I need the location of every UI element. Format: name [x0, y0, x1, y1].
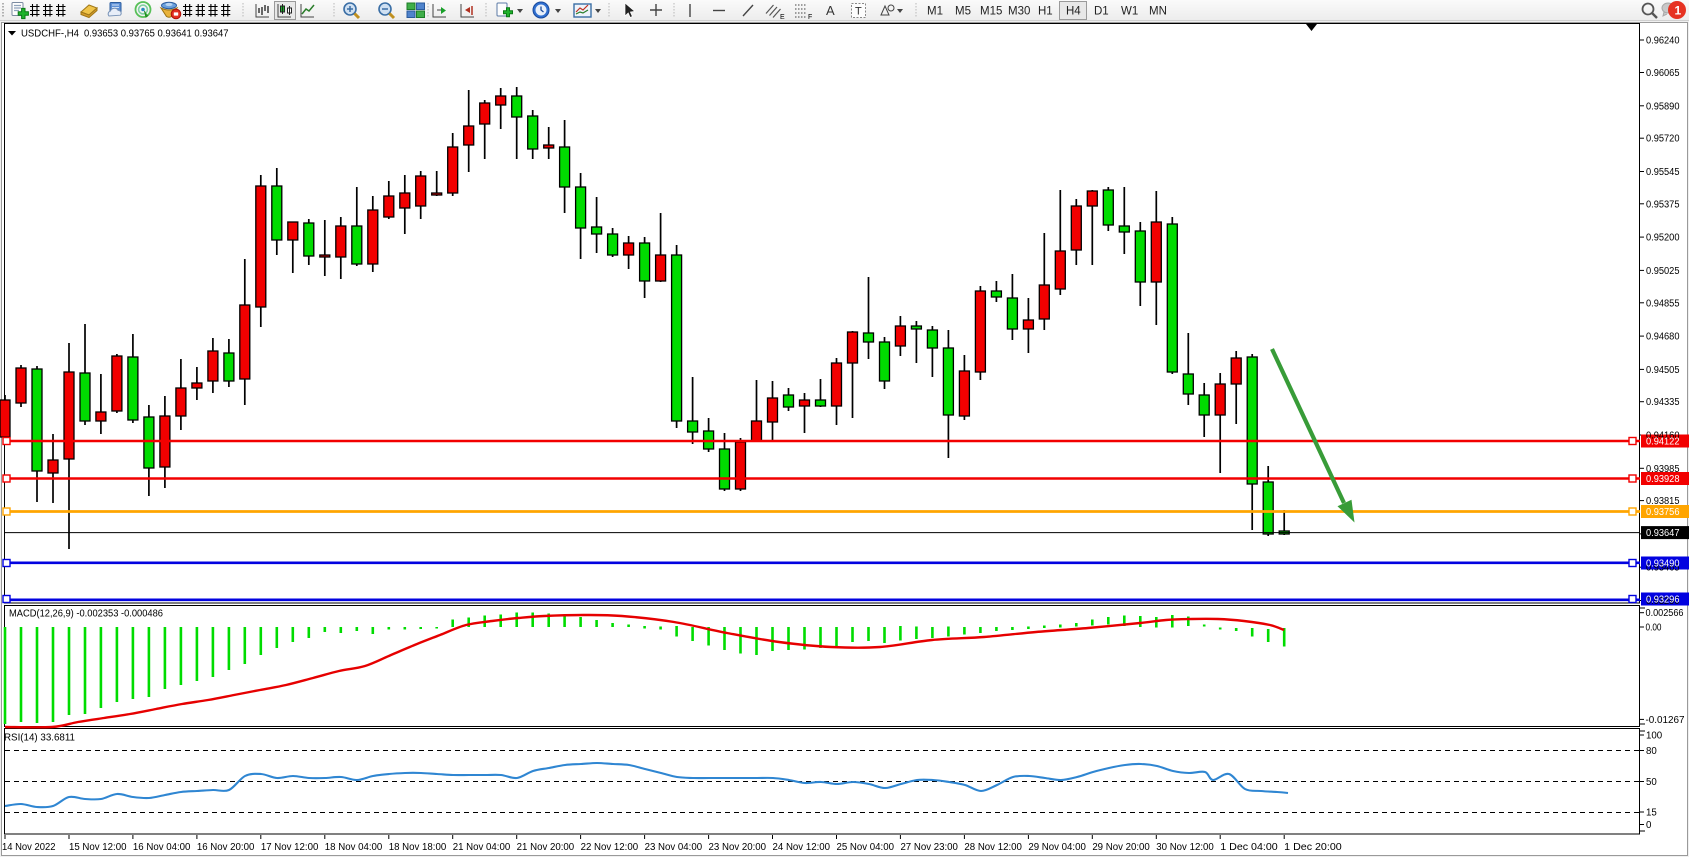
svg-text:0.96240: 0.96240	[1646, 36, 1680, 47]
svg-text:29 Nov 04:00: 29 Nov 04:00	[1028, 842, 1086, 853]
svg-text:0.95200: 0.95200	[1646, 233, 1680, 244]
svg-text:1 Dec 20:00: 1 Dec 20:00	[1284, 842, 1342, 853]
svg-text:H1: H1	[1038, 6, 1053, 18]
svg-text:MN: MN	[1149, 6, 1167, 18]
svg-text:15 Nov 12:00: 15 Nov 12:00	[69, 842, 127, 853]
svg-text:1: 1	[1675, 4, 1682, 18]
svg-text:0.93985: 0.93985	[1646, 464, 1680, 475]
svg-text:0.94160: 0.94160	[1646, 431, 1680, 442]
svg-text:18 Nov 04:00: 18 Nov 04:00	[325, 842, 383, 853]
svg-text:-0.01267: -0.01267	[1646, 715, 1685, 726]
svg-text:0.93465: 0.93465	[1646, 563, 1680, 574]
svg-text:0.002566: 0.002566	[1646, 608, 1684, 619]
svg-text:W1: W1	[1121, 6, 1138, 18]
svg-text:USDCHF-,H4: USDCHF-,H4	[21, 29, 79, 40]
svg-text:MACD(12,26,9) -0.002353 -0.000: MACD(12,26,9) -0.002353 -0.000486	[9, 609, 163, 620]
svg-text:0.93815: 0.93815	[1646, 496, 1680, 507]
svg-text:0.95890: 0.95890	[1646, 101, 1680, 112]
svg-text:17 Nov 12:00: 17 Nov 12:00	[261, 842, 319, 853]
svg-text:RSI(14) 33.6811: RSI(14) 33.6811	[4, 733, 75, 744]
svg-text:E: E	[780, 14, 785, 21]
svg-text:0.93653 0.93765 0.93641 0.9364: 0.93653 0.93765 0.93641 0.93647	[84, 29, 229, 40]
svg-text:M30: M30	[1008, 6, 1030, 18]
svg-text:29 Nov 20:00: 29 Nov 20:00	[1092, 842, 1150, 853]
svg-text:24 Nov 12:00: 24 Nov 12:00	[773, 842, 831, 853]
svg-text:0.96065: 0.96065	[1646, 68, 1680, 79]
svg-text:23 Nov 04:00: 23 Nov 04:00	[645, 842, 703, 853]
svg-text:F: F	[808, 14, 812, 21]
svg-text:D1: D1	[1094, 6, 1109, 18]
svg-text:0.94855: 0.94855	[1646, 298, 1680, 309]
svg-text:0.93640: 0.93640	[1646, 529, 1680, 540]
svg-text:16 Nov 04:00: 16 Nov 04:00	[133, 842, 191, 853]
svg-text:23 Nov 20:00: 23 Nov 20:00	[709, 842, 767, 853]
svg-text:0.93647: 0.93647	[1646, 528, 1680, 539]
svg-text:30 Nov 12:00: 30 Nov 12:00	[1156, 842, 1214, 853]
svg-text:22 Nov 12:00: 22 Nov 12:00	[581, 842, 639, 853]
svg-text:0.94505: 0.94505	[1646, 365, 1680, 376]
svg-text:0.94335: 0.94335	[1646, 397, 1680, 408]
svg-text:0.95545: 0.95545	[1646, 167, 1680, 178]
svg-text:0.93490: 0.93490	[1646, 559, 1680, 570]
svg-text:1 Dec 04:00: 1 Dec 04:00	[1220, 842, 1278, 853]
svg-text:100: 100	[1646, 731, 1663, 742]
svg-text:M1: M1	[927, 6, 943, 18]
svg-text:0.95720: 0.95720	[1646, 134, 1680, 145]
svg-text:T: T	[855, 6, 862, 18]
svg-text:0: 0	[1646, 820, 1652, 831]
svg-text:M5: M5	[955, 6, 971, 18]
svg-text:15: 15	[1646, 808, 1657, 819]
svg-text:0.93928: 0.93928	[1646, 474, 1680, 485]
svg-text:14 Nov 2022: 14 Nov 2022	[2, 842, 56, 853]
svg-text:0.95375: 0.95375	[1646, 199, 1680, 210]
svg-text:21 Nov 04:00: 21 Nov 04:00	[453, 842, 511, 853]
svg-text:28 Nov 12:00: 28 Nov 12:00	[964, 842, 1022, 853]
svg-text:25 Nov 04:00: 25 Nov 04:00	[836, 842, 894, 853]
svg-text:80: 80	[1646, 746, 1657, 757]
svg-text:H4: H4	[1066, 6, 1081, 18]
svg-text:0.93296: 0.93296	[1646, 595, 1680, 606]
svg-text:0.94680: 0.94680	[1646, 332, 1680, 343]
svg-text:0.93290: 0.93290	[1646, 596, 1680, 607]
svg-text:18 Nov 18:00: 18 Nov 18:00	[389, 842, 447, 853]
svg-text:27 Nov 23:00: 27 Nov 23:00	[900, 842, 958, 853]
svg-text:16 Nov 20:00: 16 Nov 20:00	[197, 842, 255, 853]
svg-text:21 Nov 20:00: 21 Nov 20:00	[517, 842, 575, 853]
svg-text:0.93756: 0.93756	[1646, 507, 1680, 518]
svg-text:0.00: 0.00	[1646, 623, 1663, 634]
svg-text:0.94122: 0.94122	[1646, 437, 1680, 448]
svg-text:M15: M15	[980, 6, 1002, 18]
svg-text:0.95025: 0.95025	[1646, 266, 1680, 277]
svg-text:50: 50	[1646, 777, 1657, 788]
svg-text:A: A	[826, 3, 835, 18]
